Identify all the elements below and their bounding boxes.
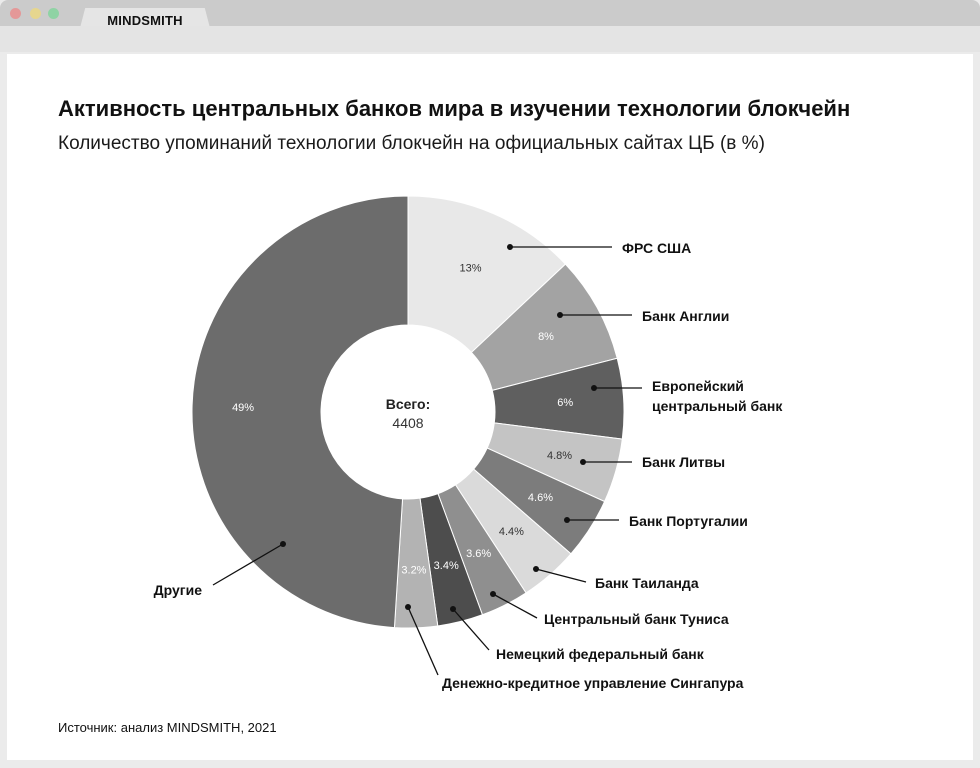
leader-dot-icon bbox=[591, 385, 597, 391]
browser-toolbar bbox=[0, 26, 980, 52]
leader-line bbox=[212, 543, 284, 586]
slice-percent-label: 6% bbox=[557, 397, 573, 409]
slice-callout-labels: ФРС США Банк Англии Европейский центральный… bbox=[154, 240, 784, 691]
source-note: Источник: анализ MINDSMITH, 2021 bbox=[58, 720, 277, 735]
callout-label: ФРС США bbox=[622, 240, 691, 256]
donut-slices bbox=[191, 195, 625, 629]
slice-percent-label: 3.2% bbox=[401, 564, 426, 576]
leader-dot-icon bbox=[280, 541, 286, 547]
tab-title: MINDSMITH bbox=[107, 13, 183, 28]
chart-subtitle: Количество упоминаний технологии блокчей… bbox=[58, 133, 765, 154]
close-window-button[interactable] bbox=[10, 8, 21, 19]
leader-dot-icon bbox=[533, 566, 539, 572]
callout-label: Европейский центральный банк bbox=[652, 378, 783, 414]
page-content: Активность центральных банков мира в изу… bbox=[7, 54, 973, 760]
leader-line bbox=[535, 568, 587, 583]
leader-dot-icon bbox=[580, 459, 586, 465]
leader-dot-icon bbox=[557, 312, 563, 318]
minimize-window-button[interactable] bbox=[30, 8, 41, 19]
center-total-value: 4408 bbox=[392, 415, 423, 431]
leader-line bbox=[452, 608, 490, 651]
slice-percent-label: 3.6% bbox=[466, 548, 491, 560]
callout-label: Немецкий федеральный банк bbox=[496, 646, 705, 662]
leader-dot-icon bbox=[490, 591, 496, 597]
chart-title: Активность центральных банков мира в изу… bbox=[58, 96, 851, 121]
center-total-label: Всего: bbox=[386, 396, 431, 412]
slice-percent-label: 3.4% bbox=[434, 560, 459, 572]
callout-label: Банк Португалии bbox=[629, 513, 748, 529]
slice-percent-label: 13% bbox=[460, 262, 482, 274]
callout-label: Банк Таиланда bbox=[595, 575, 699, 591]
callout-label: Денежно-кредитное управление Сингапура bbox=[442, 675, 744, 691]
slice-10 bbox=[191, 195, 409, 629]
slice-percent-label: 4.8% bbox=[547, 450, 572, 462]
slice-percent-label: 4.6% bbox=[528, 492, 553, 504]
leader-line bbox=[407, 606, 439, 676]
leader-dot-icon bbox=[564, 517, 570, 523]
maximize-window-button[interactable] bbox=[48, 8, 59, 19]
browser-chrome: MINDSMITH bbox=[0, 0, 980, 28]
leader-dot-icon bbox=[507, 244, 513, 250]
callout-label: Банк Литвы bbox=[642, 454, 725, 470]
callout-label: Другие bbox=[154, 582, 203, 598]
leader-line bbox=[492, 593, 538, 619]
slice-percent-label: 8% bbox=[538, 331, 554, 343]
leader-dot-icon bbox=[405, 604, 411, 610]
slice-percent-label: 49% bbox=[232, 402, 254, 414]
slice-percent-labels: 13% 8% 6% 4.8% 4.6% 4.4% 3.6% 3.4% 3.2% 49% bbox=[232, 262, 573, 576]
leader-lines bbox=[212, 244, 642, 676]
slice-1 bbox=[407, 195, 567, 354]
callout-label: Центральный банк Туниса bbox=[544, 611, 729, 627]
slice-percent-label: 4.4% bbox=[499, 526, 524, 538]
browser-tab[interactable]: MINDSMITH bbox=[80, 8, 210, 28]
leader-dot-icon bbox=[450, 606, 456, 612]
callout-label: Банк Англии bbox=[642, 308, 729, 324]
